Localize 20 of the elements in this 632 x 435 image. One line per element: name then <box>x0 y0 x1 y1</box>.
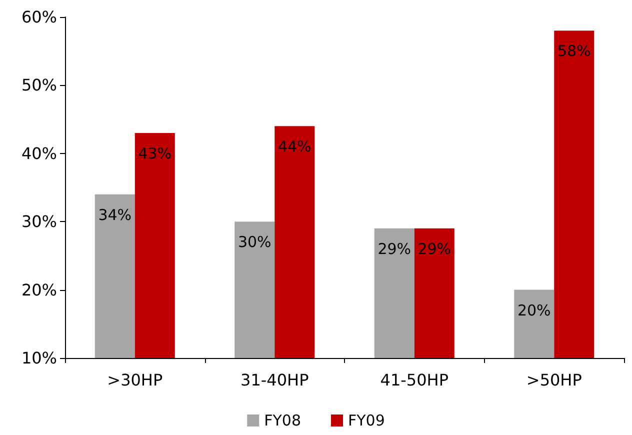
y-tick-label: 40% <box>21 144 57 163</box>
y-tick-label: 50% <box>21 76 57 95</box>
x-tick-label: >50HP <box>526 370 582 390</box>
data-label: 44% <box>278 138 312 156</box>
data-label: 43% <box>138 144 172 162</box>
data-label: 34% <box>98 206 132 224</box>
data-label: 29% <box>418 240 452 258</box>
y-tick-label: 30% <box>21 212 57 232</box>
data-label: 29% <box>378 240 412 258</box>
y-tick-label: 10% <box>21 348 57 368</box>
data-label: 58% <box>557 42 591 60</box>
y-tick-label: 60% <box>21 8 57 26</box>
data-label: 30% <box>238 233 272 252</box>
x-tick-label: >30HP <box>107 370 163 390</box>
legend-label: FY08 <box>264 412 302 430</box>
x-tick-label: 41-50HP <box>380 370 449 390</box>
y-tick-label: 20% <box>21 280 57 300</box>
legend-label: FY09 <box>348 412 385 430</box>
x-tick-label: 31-40HP <box>240 370 310 390</box>
data-label: 20% <box>517 301 551 320</box>
